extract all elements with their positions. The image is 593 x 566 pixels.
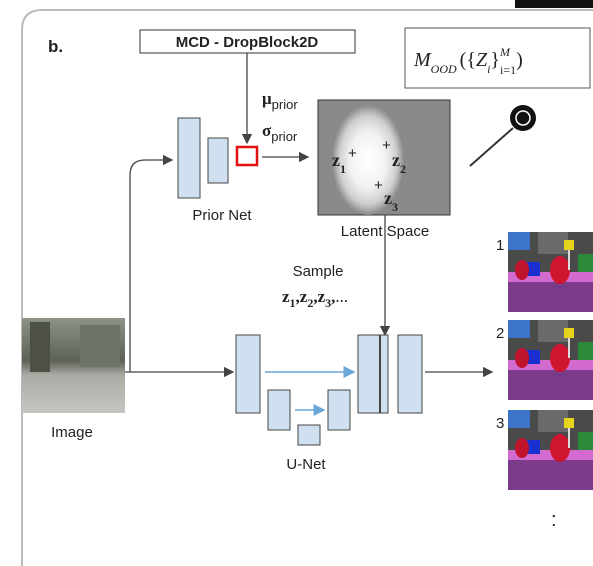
text-part: {	[466, 49, 476, 71]
prior-layer	[208, 138, 228, 183]
text-part: 2	[400, 162, 406, 176]
unet-label: U-Net	[286, 456, 326, 473]
text-part: i=1	[500, 63, 516, 77]
text-part: OOD	[431, 62, 457, 76]
text-part: z	[392, 150, 400, 170]
text-part: )	[516, 49, 523, 71]
text-part: M	[413, 49, 432, 71]
arrow	[130, 160, 172, 372]
more-outputs: :	[551, 509, 557, 531]
unet-layer	[358, 335, 388, 413]
point-marker: +	[348, 145, 357, 162]
text-part: prior	[272, 97, 299, 112]
output-segmentation	[508, 232, 593, 312]
unet-layer	[398, 335, 422, 413]
output-index: 2	[496, 325, 504, 342]
unet-layer	[268, 390, 290, 430]
text-part: z	[332, 150, 340, 170]
prior-net-label: Prior Net	[192, 207, 252, 224]
sample-label: Sample	[293, 263, 344, 280]
text-part: ...	[335, 287, 348, 306]
text-part: μ	[262, 89, 272, 108]
unet-layer	[328, 390, 350, 430]
magnifier-handle	[470, 128, 513, 166]
panel-label: b.	[48, 37, 63, 56]
output-index: 3	[496, 415, 504, 432]
input-image	[30, 322, 50, 372]
sample-sequence: z1,z2,z3,...	[282, 287, 348, 310]
dropblock	[237, 147, 257, 165]
top-bar	[515, 0, 593, 8]
text-part: 3	[392, 200, 398, 214]
output-segmentation	[508, 320, 593, 400]
image-label: Image	[51, 424, 93, 441]
text-part: M	[499, 45, 511, 59]
unet-layer	[298, 425, 320, 445]
text-part: }	[490, 49, 500, 71]
point-marker: +	[374, 177, 383, 194]
prior-layer	[178, 118, 200, 198]
diagram: b. MCD - DropBlock2D MOOD({Zi}Mi=1) μpri…	[0, 0, 593, 566]
text-part: 1	[340, 162, 346, 176]
output-segmentation	[508, 410, 593, 490]
input-image	[80, 325, 120, 367]
output-index: 1	[496, 237, 504, 254]
frame	[22, 10, 593, 566]
mu-prior: μprior	[262, 89, 298, 112]
text-part: prior	[271, 129, 298, 144]
unet-layer	[236, 335, 260, 413]
sigma-prior: σprior	[262, 121, 298, 144]
text-part: z	[384, 188, 392, 208]
point-marker: +	[382, 137, 391, 154]
magnifier	[510, 105, 536, 131]
dropblock-label: MCD - DropBlock2D	[176, 34, 319, 51]
